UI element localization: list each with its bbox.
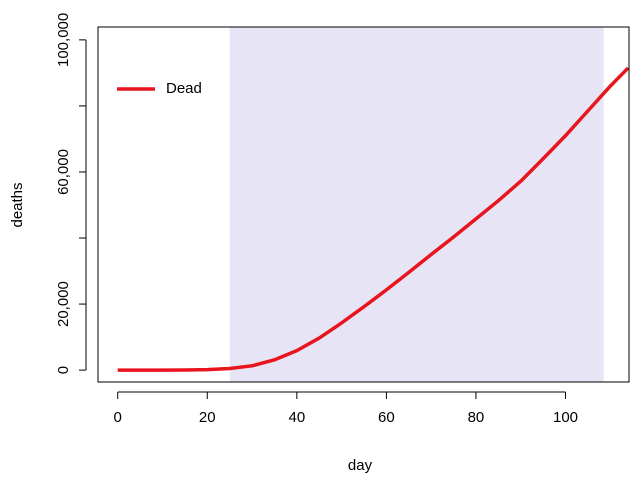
x-tick-label: 0	[114, 409, 122, 426]
x-tick-label: 20	[199, 409, 216, 426]
x-tick-label: 40	[288, 409, 305, 426]
x-tick-label: 100	[553, 409, 578, 426]
y-tick-label: 100,000	[55, 13, 72, 67]
y-tick-label: 0	[55, 366, 72, 374]
x-tick-label: 80	[468, 409, 485, 426]
y-tick-label: 20,000	[55, 281, 72, 327]
x-axis-title: day	[348, 457, 373, 474]
x-tick-label: 60	[378, 409, 395, 426]
shaded-region	[229, 27, 604, 382]
plot-box	[97, 26, 630, 383]
y-axis-title: deaths	[9, 182, 26, 227]
line	[117, 66, 630, 372]
y-tick-label: 60,000	[55, 149, 72, 195]
legend-label: Dead	[166, 80, 202, 97]
